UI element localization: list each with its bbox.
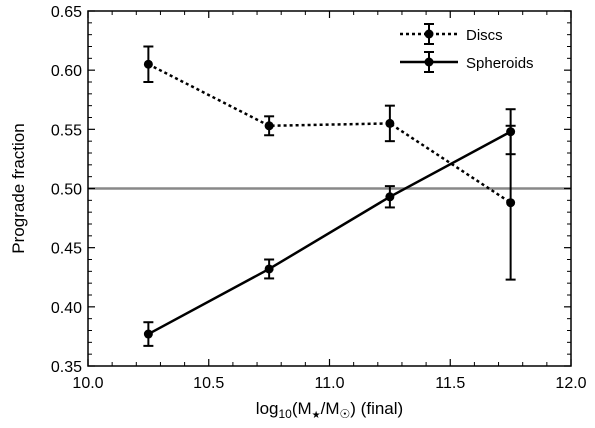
- x-tick-label: 12.0: [555, 375, 586, 392]
- x-axis-label-slash: /M: [321, 399, 340, 418]
- y-tick-label: 0.45: [51, 241, 82, 258]
- data-point-spheroids: [506, 127, 516, 137]
- x-axis-label-open: (M: [292, 399, 312, 418]
- y-axis-label: Prograde fraction: [9, 123, 28, 253]
- x-axis-label-close: ) (final): [350, 399, 403, 418]
- x-axis-label-prefix: log: [256, 399, 279, 418]
- y-tick-label: 0.60: [51, 63, 82, 80]
- series-spheroids: [143, 108, 516, 347]
- data-point-spheroids: [264, 264, 274, 274]
- x-axis-label-subscript: 10: [278, 407, 292, 421]
- x-tick-label: 10.5: [193, 375, 224, 392]
- y-tick-label: 0.35: [51, 359, 82, 376]
- data-point-spheroids: [385, 192, 395, 202]
- star-symbol: ★: [312, 410, 321, 421]
- legend-marker-discs: [424, 29, 434, 39]
- x-tick-label: 11.0: [315, 375, 345, 392]
- legend: Discs Spheroids: [400, 23, 534, 73]
- data-point-spheroids: [143, 329, 153, 339]
- series-line-spheroids: [147, 130, 512, 336]
- axis-ticks: 10.0 10.5 11.0 11.5 12.0 0.35 0.40 0.45 0.50 0.55…: [51, 4, 587, 392]
- legend-label-discs: Discs: [466, 27, 503, 44]
- y-tick-label: 0.55: [51, 122, 82, 139]
- y-tick-label: 0.65: [51, 4, 82, 21]
- data-point-discs: [506, 198, 516, 208]
- series-line-discs: [147, 63, 512, 204]
- data-point-discs: [264, 121, 274, 131]
- series-discs: [143, 45, 516, 281]
- legend-marker-spheroids: [424, 57, 434, 67]
- x-tick-label: 10.0: [72, 375, 103, 392]
- x-tick-label: 11.5: [435, 375, 465, 392]
- x-axis-label: log10(M★/M☉) (final): [256, 399, 403, 421]
- data-point-discs: [143, 59, 153, 69]
- data-point-discs: [385, 118, 395, 128]
- sun-symbol: ☉: [340, 407, 351, 421]
- y-tick-label: 0.40: [51, 300, 82, 317]
- plot-area: [88, 45, 571, 347]
- legend-label-spheroids: Spheroids: [466, 55, 534, 72]
- y-tick-label: 0.50: [51, 182, 82, 199]
